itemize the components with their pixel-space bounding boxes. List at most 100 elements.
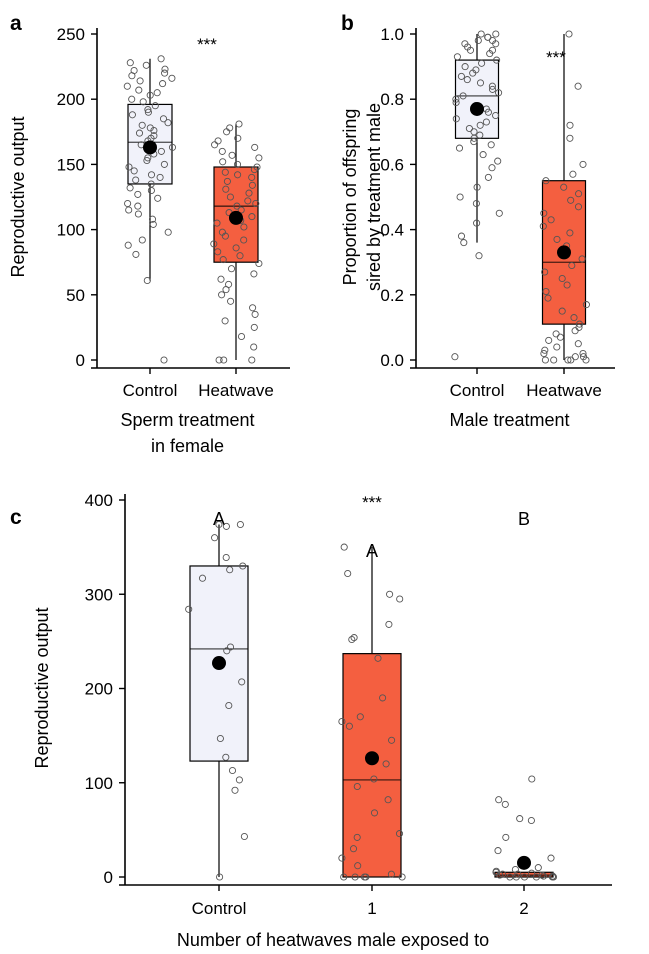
data-point <box>540 349 548 358</box>
data-point <box>379 694 387 702</box>
data-point <box>340 543 348 551</box>
data-point <box>496 871 504 879</box>
group-2 <box>492 775 558 881</box>
data-point <box>571 327 579 335</box>
data-point <box>469 69 477 77</box>
mean-point <box>229 210 243 225</box>
data-point <box>248 173 256 181</box>
y-tick-label: 0 <box>76 351 85 370</box>
data-point <box>558 307 566 315</box>
data-point <box>219 158 227 166</box>
data-point <box>250 166 258 174</box>
data-point <box>244 197 252 205</box>
data-point <box>566 229 574 237</box>
y-tick-label: 200 <box>85 680 113 699</box>
data-point <box>134 190 142 198</box>
x-tick-label: 2 <box>519 899 528 918</box>
data-point <box>501 800 509 808</box>
data-point <box>222 522 230 530</box>
y-axis-title: Proportion of offspring <box>340 109 360 286</box>
data-point <box>221 232 229 240</box>
data-point <box>451 353 459 361</box>
data-point <box>384 796 392 804</box>
data-point <box>216 734 224 743</box>
significance-label: *** <box>546 48 566 67</box>
data-point <box>452 115 460 123</box>
data-point <box>567 196 575 204</box>
data-point <box>168 74 176 82</box>
data-point <box>550 356 558 364</box>
data-point <box>492 30 500 38</box>
data-point <box>568 261 576 270</box>
data-point <box>575 320 584 328</box>
data-point <box>385 620 393 628</box>
data-point <box>225 701 233 710</box>
box <box>541 180 587 325</box>
data-point <box>492 40 500 48</box>
data-point <box>520 873 529 881</box>
data-point <box>388 736 396 744</box>
data-point <box>488 85 497 93</box>
data-point <box>217 275 225 283</box>
data-point <box>349 845 358 853</box>
data-point <box>250 270 258 278</box>
data-point <box>566 121 574 129</box>
data-point <box>453 53 461 61</box>
box <box>494 871 554 878</box>
data-point <box>494 847 502 855</box>
y-tick-label: 0.8 <box>380 90 404 109</box>
data-point <box>516 815 524 823</box>
data-point <box>565 30 573 38</box>
data-point <box>482 118 490 126</box>
data-point <box>240 832 248 841</box>
data-point <box>566 134 574 142</box>
data-point <box>387 870 395 878</box>
data-point <box>153 89 161 97</box>
data-point <box>249 304 257 312</box>
significance-label: *** <box>197 35 217 54</box>
data-point <box>475 252 483 260</box>
data-point <box>470 134 478 142</box>
data-point <box>534 864 542 872</box>
data-point <box>185 605 193 613</box>
data-point <box>226 193 234 201</box>
data-point <box>558 274 566 283</box>
data-point <box>370 809 379 817</box>
panel-letter: c <box>10 506 22 529</box>
data-point <box>221 317 229 325</box>
data-point <box>227 297 235 305</box>
data-point <box>459 92 467 100</box>
data-point <box>582 356 590 364</box>
group-1 <box>338 543 406 881</box>
data-point <box>216 873 224 881</box>
data-point <box>452 98 460 107</box>
data-point <box>138 121 146 129</box>
y-tick-label: 150 <box>57 155 85 174</box>
group-heatwave <box>210 120 263 364</box>
data-point <box>354 862 362 870</box>
data-point <box>126 184 134 192</box>
y-axis-title: sired by treatment male <box>364 103 384 291</box>
data-point <box>220 356 228 364</box>
data-point <box>154 194 162 202</box>
y-axis-title: Reproductive output <box>8 116 28 277</box>
panel-letter: a <box>10 12 22 35</box>
data-point <box>251 143 259 151</box>
data-point <box>382 760 390 768</box>
data-point <box>250 323 258 331</box>
data-point <box>253 163 261 171</box>
data-point <box>126 59 134 67</box>
data-point <box>156 173 164 181</box>
group-control <box>451 30 503 361</box>
data-point <box>340 873 348 881</box>
data-point <box>146 91 154 99</box>
data-point <box>168 143 177 151</box>
data-point <box>198 574 207 582</box>
data-point <box>146 124 154 132</box>
data-point <box>236 520 244 529</box>
data-point <box>231 786 239 794</box>
data-point <box>237 332 246 341</box>
y-tick-label: 50 <box>66 286 85 305</box>
data-point <box>456 193 464 201</box>
panel-b: b 0.0 0.2 0.4 0.6 0.8 1.0 Control Heatwave Male t… <box>340 12 615 430</box>
